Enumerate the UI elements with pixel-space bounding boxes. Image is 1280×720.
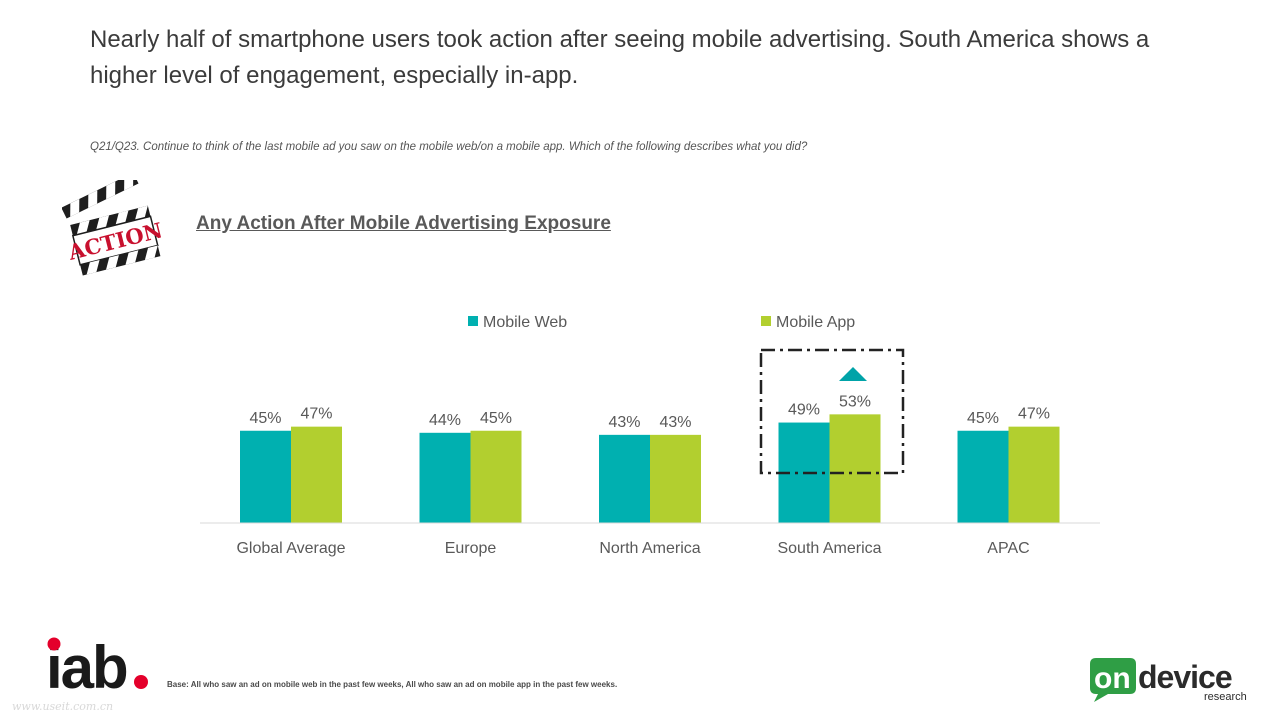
bar-mobile-web-europe: [419, 432, 471, 523]
category-label-north-america: North America: [599, 540, 700, 557]
chart-value-labels: 45% 47% 44% 45% 43% 43% 49% 53% 45% 47%: [249, 393, 1050, 431]
value-label-mobile-web-apac: 45%: [967, 410, 999, 427]
bar-mobile-app-europe: [470, 430, 522, 523]
headline: Nearly half of smartphone users took act…: [90, 26, 1150, 89]
svg-text:on: on: [1094, 662, 1131, 695]
legend-label-mobile-web: Mobile Web: [483, 314, 567, 331]
chart-legend: Mobile Web Mobile App: [468, 314, 855, 331]
bar-mobile-app-north-america: [650, 434, 701, 523]
value-label-mobile-web-north-america: 43%: [608, 414, 640, 431]
chart-bars: [240, 414, 1060, 523]
base-note: Base: All who saw an ad on mobile web in…: [167, 680, 618, 689]
bar-mobile-web-global-average: [240, 430, 291, 523]
watermark: www.useit.com.cn: [12, 700, 114, 713]
legend-swatch-mobile-web: [468, 316, 478, 326]
value-label-mobile-app-south-america: 53%: [839, 393, 871, 410]
value-label-mobile-app-global-average: 47%: [300, 406, 332, 423]
value-label-mobile-app-north-america: 43%: [659, 414, 691, 431]
iab-logo: iab: [46, 636, 148, 694]
chart-title: Any Action After Mobile Advertising Expo…: [196, 213, 611, 234]
ondevice-research-logo: on device research: [1090, 658, 1247, 703]
question-text: Q21/Q23. Continue to think of the last m…: [90, 141, 808, 153]
bar-mobile-app-apac: [1008, 426, 1060, 523]
value-label-mobile-app-europe: 45%: [480, 410, 512, 427]
svg-text:device: device: [1138, 659, 1232, 695]
legend-label-mobile-app: Mobile App: [776, 314, 855, 331]
highlight-box: [759, 348, 905, 475]
action-clapperboard-icon: ACTION: [62, 180, 165, 276]
category-label-apac: APAC: [987, 540, 1029, 557]
bar-mobile-app-global-average: [291, 426, 342, 523]
bar-mobile-app-south-america: [829, 414, 881, 523]
chart-category-labels: Global Average Europe North America South A…: [236, 540, 1029, 557]
bar-chart: Mobile Web Mobile App 45% 47% 44% 45% 43% 43%…: [200, 314, 1100, 557]
value-label-mobile-web-south-america: 49%: [788, 402, 820, 419]
svg-text:research: research: [1204, 691, 1247, 703]
legend-swatch-mobile-app: [761, 316, 771, 326]
category-label-europe: Europe: [445, 540, 497, 557]
value-label-mobile-web-europe: 44%: [429, 412, 461, 429]
bar-mobile-web-north-america: [599, 434, 650, 523]
increase-arrow-icon: [839, 367, 867, 381]
value-label-mobile-web-global-average: 45%: [249, 410, 281, 427]
category-label-global-average: Global Average: [236, 540, 345, 557]
bar-mobile-web-apac: [957, 430, 1009, 523]
value-label-mobile-app-apac: 47%: [1018, 406, 1050, 423]
category-label-south-america: South America: [777, 540, 881, 557]
